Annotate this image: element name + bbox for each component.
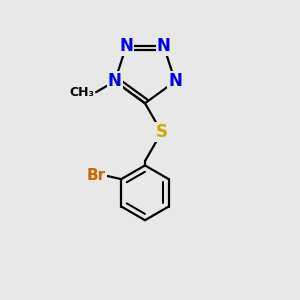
Text: N: N	[168, 72, 182, 90]
Text: Br: Br	[87, 168, 106, 183]
Text: N: N	[108, 72, 122, 90]
Text: N: N	[157, 37, 171, 55]
Text: CH₃: CH₃	[69, 86, 94, 99]
Text: N: N	[119, 37, 133, 55]
Text: S: S	[156, 123, 168, 141]
